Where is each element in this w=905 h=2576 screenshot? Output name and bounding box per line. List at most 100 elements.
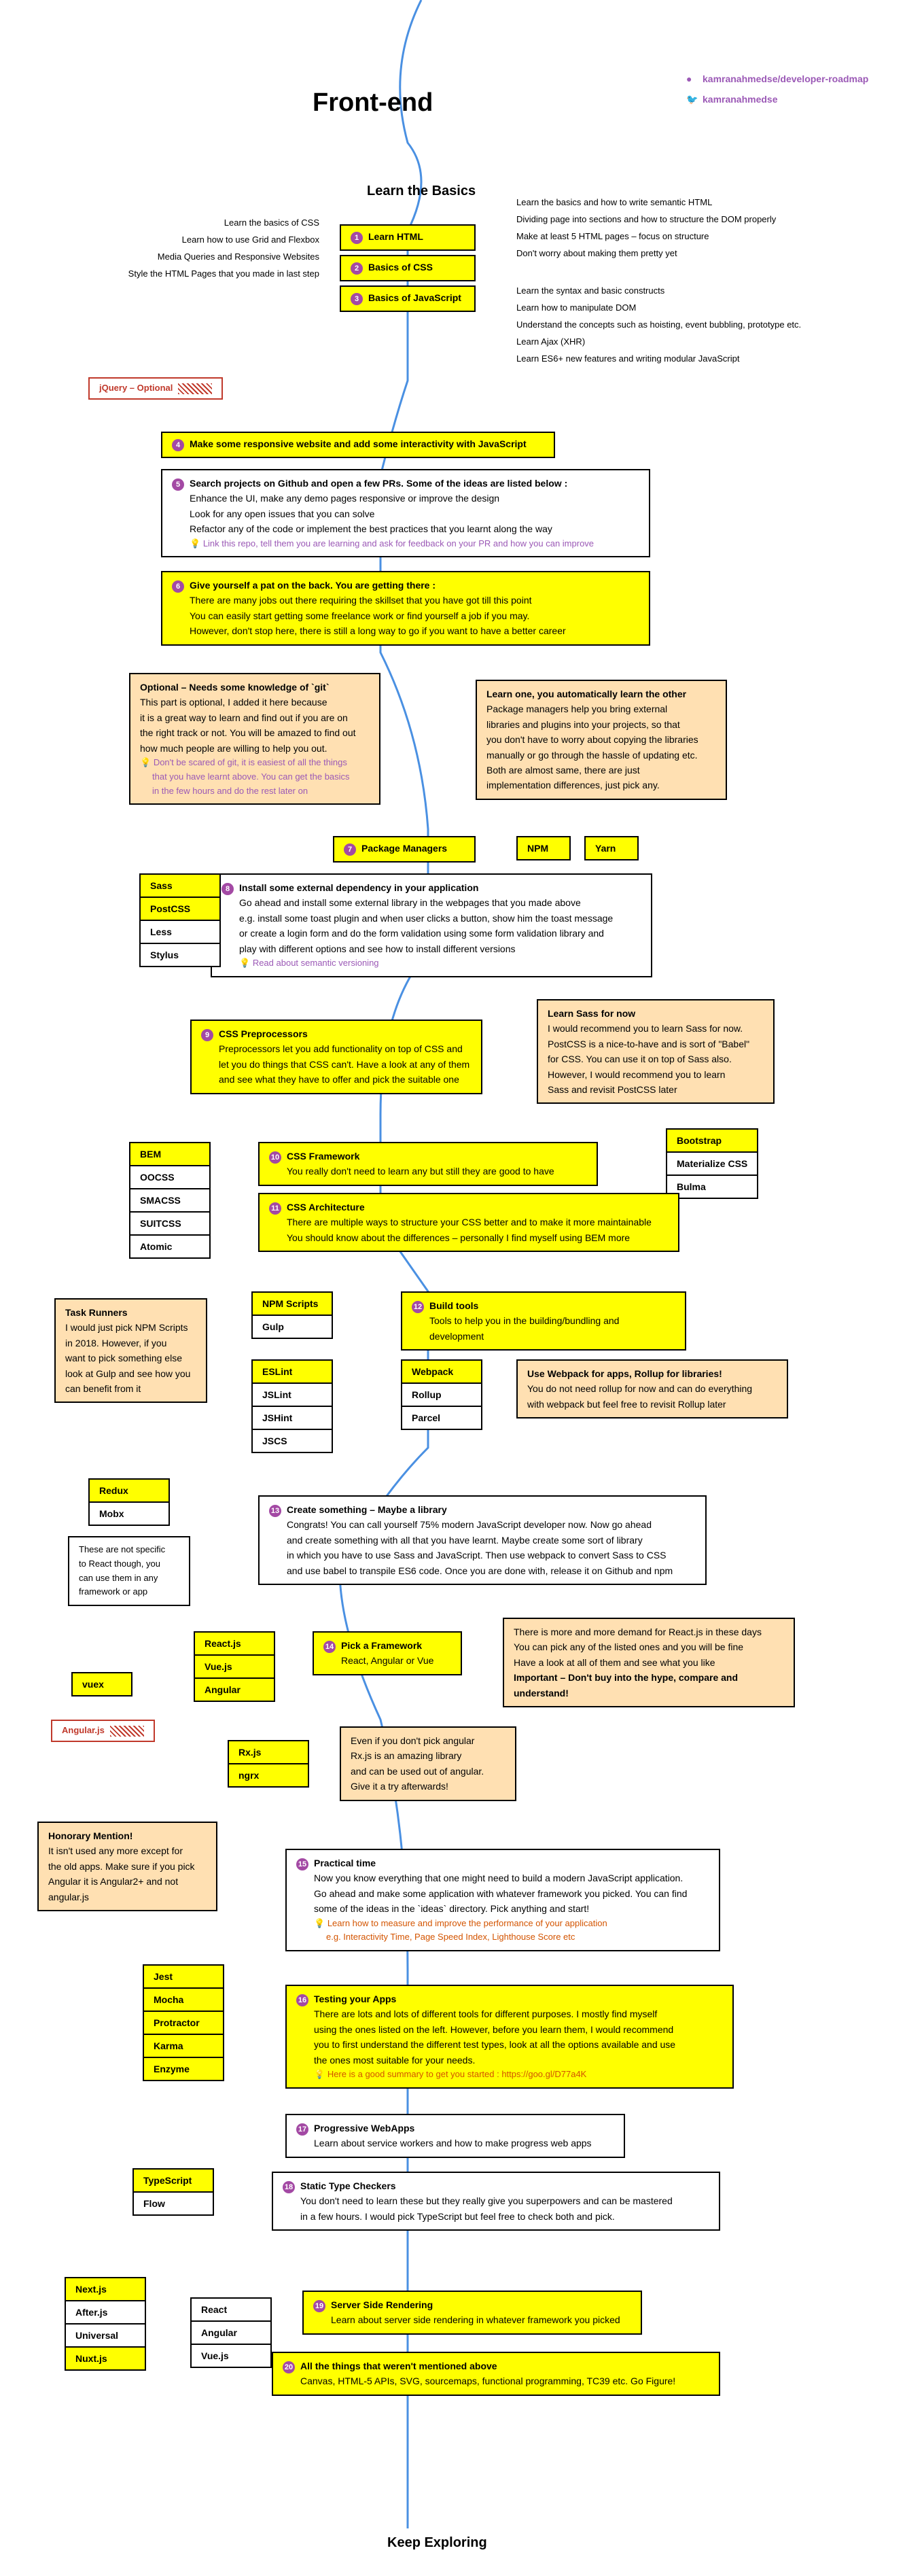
- gulp-node[interactable]: Gulp: [251, 1315, 333, 1339]
- step-7[interactable]: 7Package Managers: [333, 836, 476, 863]
- badge-20: 20: [283, 2361, 295, 2373]
- ts-node[interactable]: TypeScript: [132, 2168, 214, 2193]
- enzyme-node[interactable]: Enzyme: [143, 2057, 224, 2081]
- mocha-node[interactable]: Mocha: [143, 1987, 224, 2012]
- parcel-node[interactable]: Parcel: [401, 1406, 482, 1430]
- step-3[interactable]: 3Basics of JavaScript: [340, 285, 476, 312]
- rollup-node[interactable]: Rollup: [401, 1382, 482, 1407]
- badge-5: 5: [172, 478, 184, 491]
- task-stack: NPM Scripts Gulp: [251, 1291, 333, 1338]
- badge-17: 17: [296, 2123, 308, 2136]
- ssr-react-node[interactable]: React: [190, 2297, 272, 2322]
- bulma-node[interactable]: Bulma: [666, 1174, 758, 1199]
- ssr-stack: Next.js After.js Universal Nuxt.js: [65, 2277, 146, 2369]
- oocss-node[interactable]: OOCSS: [129, 1165, 211, 1189]
- nextjs-node[interactable]: Next.js: [65, 2277, 146, 2301]
- vuex-node[interactable]: vuex: [71, 1672, 132, 1696]
- ssr-vue-node[interactable]: Vue.js: [190, 2344, 272, 2368]
- smacss-node[interactable]: SMACSS: [129, 1188, 211, 1213]
- annot-html-2: Dividing page into sections and how to s…: [516, 214, 776, 224]
- mobx-node[interactable]: Mobx: [88, 1501, 170, 1526]
- rxjs-node[interactable]: Rx.js: [228, 1740, 309, 1764]
- hon-card: Honorary Mention! It isn't used any more…: [37, 1822, 217, 1911]
- badge-4: 4: [172, 439, 184, 451]
- step-1[interactable]: 1Learn HTML: [340, 224, 476, 251]
- badge-10: 10: [269, 1151, 281, 1164]
- webpack-node[interactable]: Webpack: [401, 1359, 482, 1384]
- pkg-card: Learn one, you automatically learn the o…: [476, 680, 727, 800]
- jslint-node[interactable]: JSLint: [251, 1382, 333, 1407]
- step-13-card: 13Create something – Maybe a library Con…: [258, 1495, 707, 1585]
- preproc-stack: Sass PostCSS Less Stylus: [139, 873, 221, 966]
- rx-stack: Rx.js ngrx: [228, 1740, 309, 1786]
- step-2[interactable]: 2Basics of CSS: [340, 255, 476, 281]
- github-icon: ●: [686, 73, 698, 84]
- ngrx-node[interactable]: ngrx: [228, 1763, 309, 1788]
- stylus-node[interactable]: Stylus: [139, 943, 221, 967]
- tip-8: Read about semantic versioning: [221, 956, 641, 971]
- karma-node[interactable]: Karma: [143, 2034, 224, 2058]
- tip-5: Link this repo, tell them you are learni…: [172, 537, 639, 551]
- badge-1: 1: [351, 232, 363, 244]
- annot-js-1: Learn the syntax and basic constructs: [516, 285, 664, 296]
- atomic-node[interactable]: Atomic: [129, 1234, 211, 1259]
- suitcss-node[interactable]: SUITCSS: [129, 1211, 211, 1236]
- annot-js-3: Understand the concepts such as hoisting…: [516, 319, 801, 330]
- tip-15a: Learn how to measure and improve the per…: [296, 1917, 709, 1931]
- state-stack: Redux Mobx: [88, 1478, 170, 1525]
- annot-css-2: Learn how to use Grid and Flexbox: [27, 234, 319, 245]
- jshint-node[interactable]: JSHint: [251, 1406, 333, 1430]
- step-11-card: 11CSS Architecture There are multiple wa…: [258, 1193, 679, 1252]
- bootstrap-node[interactable]: Bootstrap: [666, 1128, 758, 1153]
- learn-subtitle: Learn the Basics: [367, 184, 476, 199]
- bem-node[interactable]: BEM: [129, 1142, 211, 1166]
- postcss-node[interactable]: PostCSS: [139, 897, 221, 921]
- step-19-card: 19Server Side Rendering Learn about serv…: [302, 2291, 642, 2335]
- test-stack: Jest Mocha Protractor Karma Enzyme: [143, 1964, 224, 2080]
- afterjs-node[interactable]: After.js: [65, 2300, 146, 2325]
- step-10-card: 10CSS Framework You really don't need to…: [258, 1142, 598, 1186]
- jest-node[interactable]: Jest: [143, 1964, 224, 1989]
- badge-19: 19: [313, 2300, 325, 2312]
- sass-card: Learn Sass for now I would recommend you…: [537, 999, 775, 1104]
- step-4[interactable]: 4Make some responsive website and add so…: [161, 432, 555, 458]
- annot-js-5: Learn ES6+ new features and writing modu…: [516, 353, 739, 364]
- fw-stack: React.js Vue.js Angular: [194, 1631, 275, 1701]
- react-node[interactable]: React.js: [194, 1631, 275, 1656]
- badge-6: 6: [172, 580, 184, 593]
- bundler-stack: Webpack Rollup Parcel: [401, 1359, 482, 1429]
- yarn-node[interactable]: Yarn: [584, 836, 639, 860]
- materialize-node[interactable]: Materialize CSS: [666, 1151, 758, 1176]
- rx-note: Even if you don't pick angular Rx.js is …: [340, 1726, 516, 1801]
- npm-node[interactable]: NPM: [516, 836, 571, 860]
- annot-html-1: Learn the basics and how to write semant…: [516, 197, 712, 207]
- step-8-card: 8Install some external dependency in you…: [211, 873, 652, 977]
- universal-node[interactable]: Universal: [65, 2323, 146, 2348]
- step-15-card: 15Practical time Now you know everything…: [285, 1849, 720, 1951]
- twitter-icon: 🐦: [686, 94, 698, 105]
- sass-node[interactable]: Sass: [139, 873, 221, 898]
- eslint-node[interactable]: ESLint: [251, 1359, 333, 1384]
- jscs-node[interactable]: JSCS: [251, 1429, 333, 1453]
- git-card: Optional – Needs some knowledge of `git`…: [129, 673, 380, 805]
- badge-3: 3: [351, 293, 363, 305]
- flow-node[interactable]: Flow: [132, 2191, 214, 2216]
- npmscripts-node[interactable]: NPM Scripts: [251, 1291, 333, 1316]
- redux-node[interactable]: Redux: [88, 1478, 170, 1503]
- state-note: These are not specific to React though, …: [68, 1536, 190, 1606]
- protractor-node[interactable]: Protractor: [143, 2011, 224, 2035]
- angular-node[interactable]: Angular: [194, 1677, 275, 1702]
- badge-9: 9: [201, 1029, 213, 1041]
- step-20-card: 20All the things that weren't mentioned …: [272, 2352, 720, 2396]
- twitter-link[interactable]: 🐦kamranahmedse: [686, 94, 778, 105]
- lint-stack: ESLint JSLint JSHint JSCS: [251, 1359, 333, 1452]
- step-18-card: 18Static Type Checkers You don't need to…: [272, 2172, 720, 2231]
- annot-js-4: Learn Ajax (XHR): [516, 336, 585, 347]
- ssr-angular-node[interactable]: Angular: [190, 2320, 272, 2345]
- nuxtjs-node[interactable]: Nuxt.js: [65, 2346, 146, 2371]
- jquery-note: jQuery – Optional: [88, 377, 223, 400]
- github-link[interactable]: ●kamranahmedse/developer-roadmap: [686, 73, 868, 84]
- vue-node[interactable]: Vue.js: [194, 1654, 275, 1679]
- less-node[interactable]: Less: [139, 920, 221, 944]
- arch-stack: BEM OOCSS SMACSS SUITCSS Atomic: [129, 1142, 211, 1257]
